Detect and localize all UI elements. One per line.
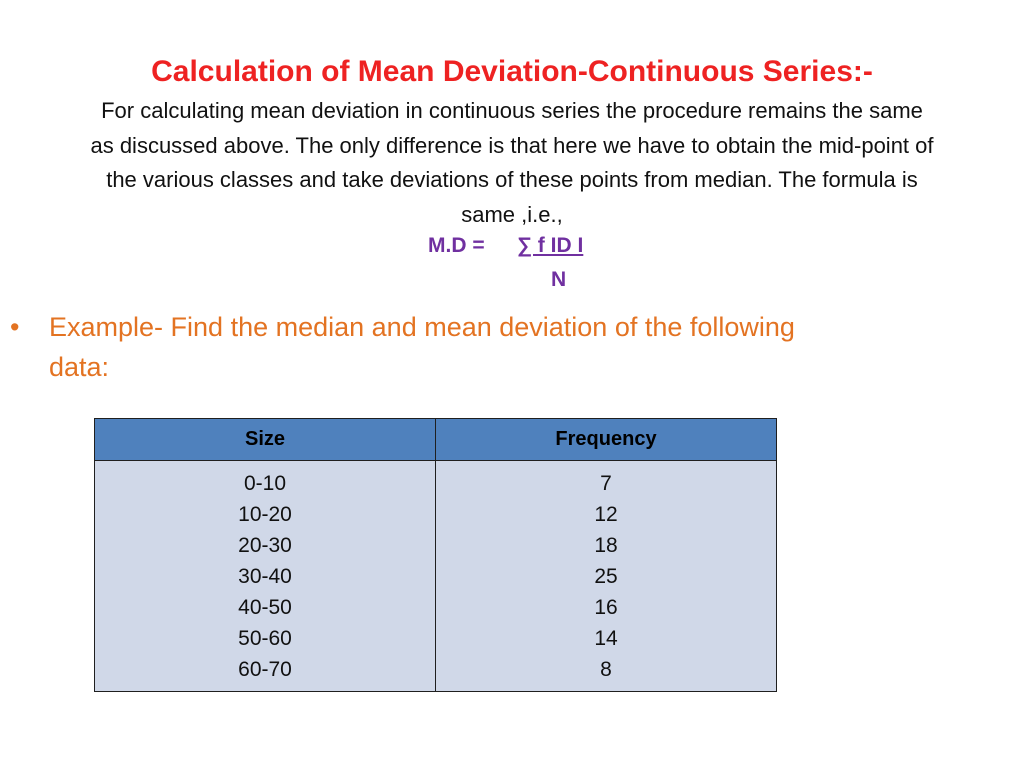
frequency-cell: 7 12 18 25 16 14 8 [435,460,777,692]
mean-deviation-formula: M.D = ∑ f ID I N [0,232,1024,302]
frequency-value: 12 [594,503,618,526]
intro-line: For calculating mean deviation in contin… [101,98,923,123]
table-header-row: Size Frequency [94,418,777,461]
intro-line: same ,i.e., [461,201,563,227]
formula-numerator: ∑ f ID I [517,234,584,257]
formula-lhs: M.D = [428,234,485,257]
size-cell: 0-10 10-20 20-30 30-40 40-50 50-60 60-70 [94,460,436,692]
frequency-value: 8 [600,658,612,681]
frequency-table: Size Frequency 0-10 10-20 20-30 30-40 40… [94,418,777,692]
size-column-header: Size [94,418,436,461]
table-row: 0-10 10-20 20-30 30-40 40-50 50-60 60-70… [94,460,777,692]
frequency-value: 7 [600,472,612,495]
formula-denominator: N [551,268,567,291]
size-value: 20-30 [238,534,292,557]
size-value: 50-60 [238,627,292,650]
size-value: 10-20 [238,503,292,526]
slide-title: Calculation of Mean Deviation-Continuous… [151,55,873,88]
example-text: Example- Find the median and mean deviat… [49,307,949,387]
bullet-icon: • [10,312,20,342]
size-value: 40-50 [238,596,292,619]
size-value: 60-70 [238,658,292,681]
intro-paragraph: For calculating mean deviation in contin… [8,94,1016,232]
frequency-value: 25 [594,565,618,588]
frequency-value: 16 [594,596,618,619]
frequency-column-header: Frequency [435,418,777,461]
intro-line: as discussed above. The only difference … [90,132,934,158]
frequency-value: 14 [594,627,618,650]
frequency-value: 18 [594,534,618,557]
example-line: Example- Find the median and mean deviat… [49,312,795,342]
intro-line: the various classes and take deviations … [106,167,918,192]
example-line: data: [49,352,110,382]
size-value: 30-40 [238,565,292,588]
size-value: 0-10 [243,472,287,495]
